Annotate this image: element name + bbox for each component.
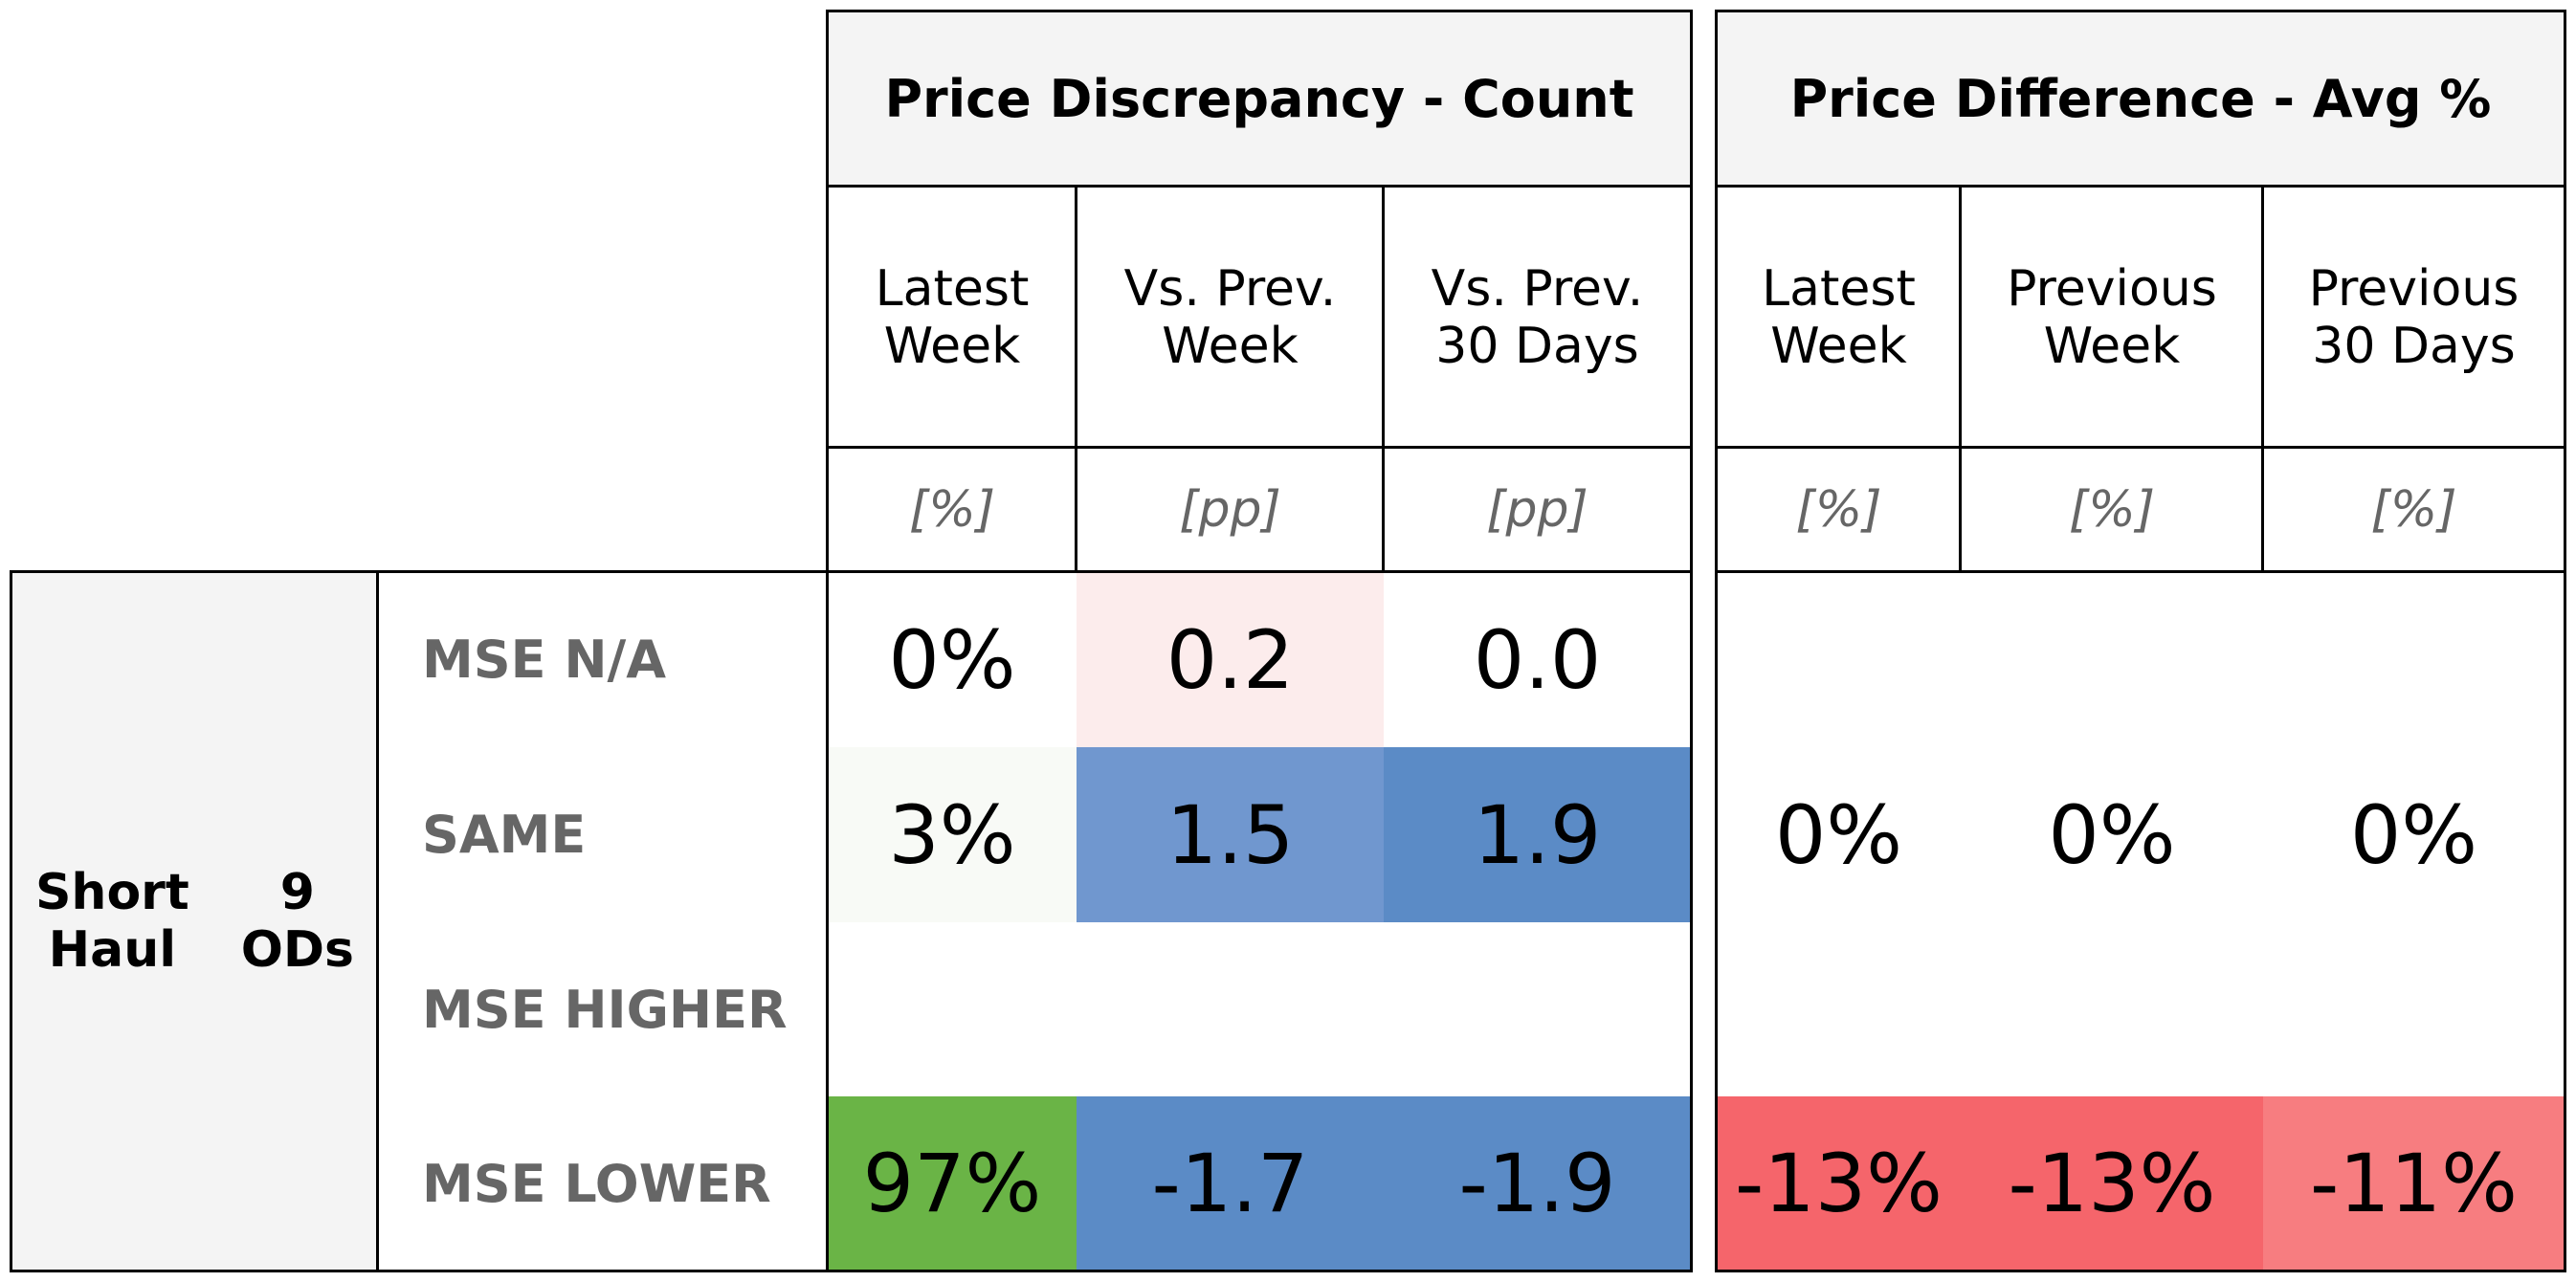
divider: [1715, 185, 2566, 188]
column-header: Latest Week: [1762, 259, 1916, 375]
value-cell-avg-2-0: [1717, 922, 1961, 1096]
divider: [826, 185, 1693, 188]
value-cell-count-1-1: 1.5: [1077, 747, 1384, 922]
row-label-same: SAME: [422, 805, 587, 865]
value-cell-avg-3-0: -13%: [1717, 1096, 1961, 1271]
row-label-mse-na: MSE N/A: [422, 630, 667, 690]
value-cell-avg-0-2: [2263, 572, 2565, 747]
value-cell-count-0-0: 0%: [828, 572, 1077, 747]
segment-label: Short Haul 9 ODs: [11, 572, 378, 1271]
divider: [2261, 185, 2264, 572]
value-cell-count-3-0: 97%: [828, 1096, 1077, 1271]
value-cell-avg-2-1: [1961, 922, 2263, 1096]
row-label-mse-higher: MSE HIGHER: [422, 979, 788, 1040]
value-cell-count-3-1: -1.7: [1077, 1096, 1384, 1271]
value-cell-count-2-1: [1077, 922, 1384, 1096]
column-unit: [%]: [2069, 481, 2155, 539]
value-cell-count-3-2: -1.9: [1384, 1096, 1691, 1271]
column-unit: [pp]: [1486, 481, 1588, 539]
group-title-price-difference-avg: Price Difference - Avg %: [1717, 11, 2565, 187]
column-unit: [%]: [1795, 481, 1882, 539]
value-cell-count-1-0: 3%: [828, 747, 1077, 922]
row-label-mse-lower: MSE LOWER: [422, 1153, 771, 1214]
column-unit: [%]: [2370, 481, 2457, 539]
segment-name: Short Haul: [34, 864, 189, 979]
value-cell-avg-3-1: -13%: [1961, 1096, 2263, 1271]
value-cell-count-0-1: 0.2: [1077, 572, 1384, 747]
value-cell-count-0-2: 0.0: [1384, 572, 1691, 747]
value-cell-avg-1-2: 0%: [2263, 747, 2565, 922]
segment-count: 9 ODs: [240, 864, 355, 979]
divider: [1715, 446, 2566, 449]
divider: [1959, 185, 1962, 572]
value-cell-avg-0-1: [1961, 572, 2263, 747]
divider: [376, 570, 379, 1272]
value-cell-avg-1-1: 0%: [1961, 747, 2263, 922]
group-title-price-discrepancy-count: Price Discrepancy - Count: [828, 11, 1691, 187]
column-header: Latest Week: [875, 259, 1030, 375]
column-header: Previous Week: [2007, 259, 2217, 375]
value-cell-avg-3-2: -11%: [2263, 1096, 2565, 1271]
value-cell-avg-2-2: [2263, 922, 2565, 1096]
value-cell-count-2-0: [828, 922, 1077, 1096]
divider: [826, 446, 1693, 449]
column-unit: [pp]: [1179, 481, 1281, 539]
column-unit: [%]: [909, 481, 995, 539]
column-header: Vs. Prev. 30 Days: [1431, 259, 1644, 375]
value-cell-avg-1-0: 0%: [1717, 747, 1961, 922]
column-header: Vs. Prev. Week: [1123, 259, 1337, 375]
column-header: Previous 30 Days: [2308, 259, 2520, 375]
value-cell-count-2-2: [1384, 922, 1691, 1096]
divider: [1075, 185, 1077, 572]
value-cell-count-1-2: 1.9: [1384, 747, 1691, 922]
value-cell-avg-0-0: [1717, 572, 1961, 747]
divider: [1382, 185, 1385, 572]
